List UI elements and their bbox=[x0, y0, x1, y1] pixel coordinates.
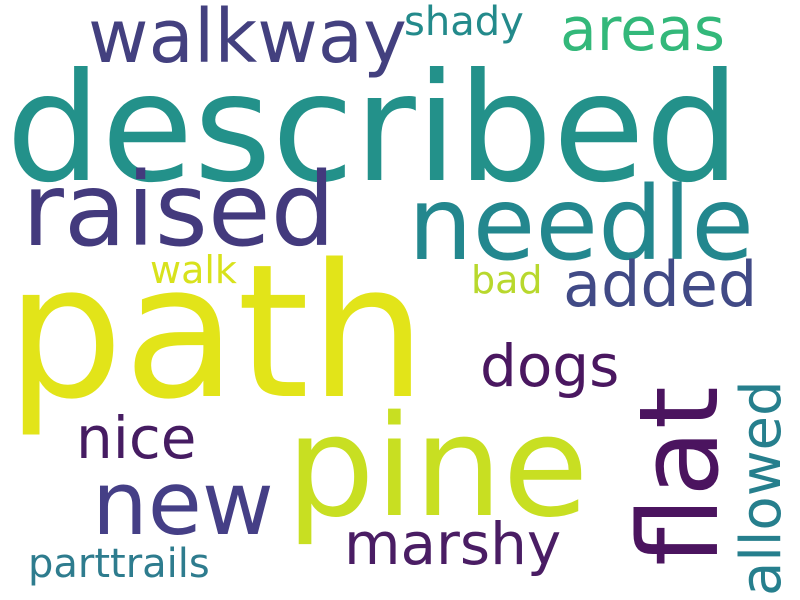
word-walk: walk bbox=[150, 248, 237, 292]
word-bad: bad bbox=[471, 258, 543, 302]
word-raised: raised bbox=[22, 151, 336, 270]
word-needle: needle bbox=[408, 165, 754, 284]
word-added: added bbox=[563, 248, 758, 321]
word-flat: flat bbox=[615, 386, 743, 566]
word-path: path bbox=[6, 224, 427, 440]
word-described: described bbox=[6, 42, 741, 216]
word-marshy: marshy bbox=[344, 510, 562, 578]
word-new: new bbox=[92, 452, 274, 555]
word-pine: pine bbox=[286, 386, 589, 549]
word-shady: shady bbox=[404, 0, 524, 45]
word-walkway: walkway bbox=[88, 0, 407, 80]
word-allowed: allowed bbox=[729, 380, 794, 597]
word-areas: areas bbox=[560, 0, 726, 65]
word-nice: nice bbox=[76, 404, 197, 472]
word-parttrails: parttrails bbox=[28, 541, 210, 587]
word-dogs: dogs bbox=[480, 332, 620, 400]
